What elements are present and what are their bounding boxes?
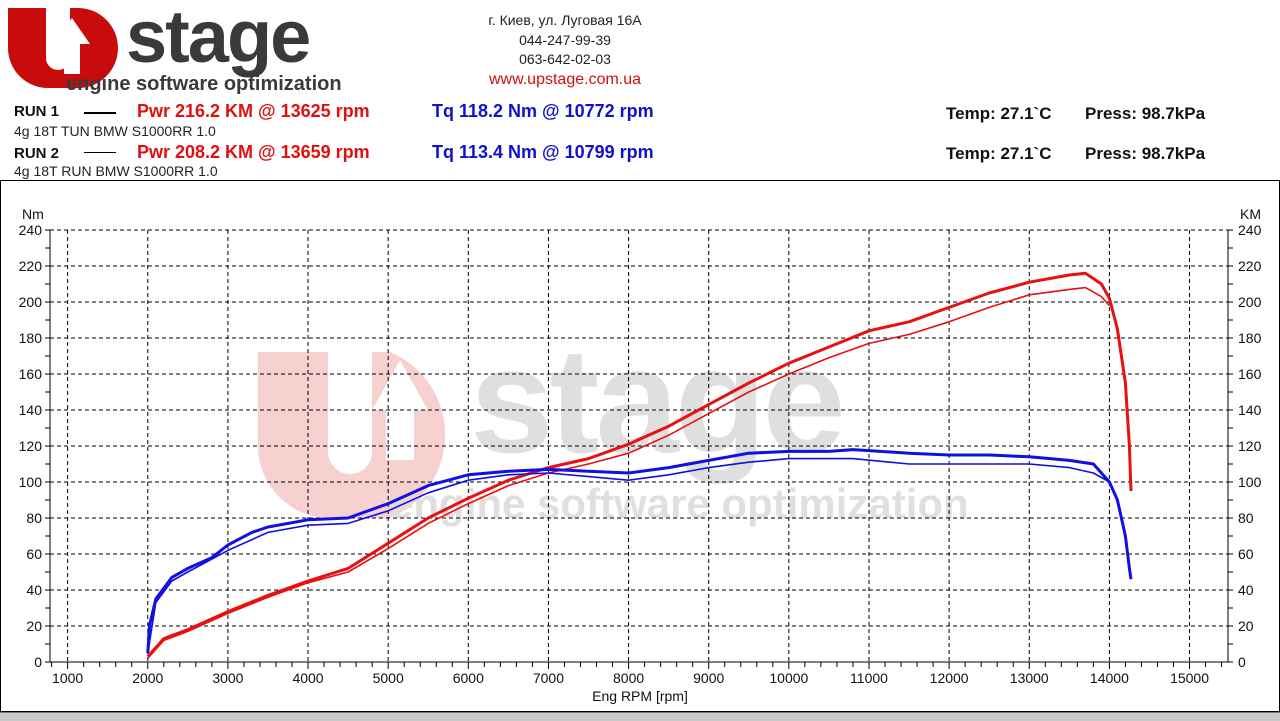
run2-power: Pwr 208.2 KM @ 13659 rpm — [137, 142, 370, 162]
x-tick-label: 3000 — [212, 670, 243, 686]
phone-2: 063-642-02-03 — [519, 51, 611, 67]
x-tick-label: 1000 — [52, 670, 83, 686]
svg-text:engine software optimization: engine software optimization — [390, 480, 969, 527]
upstage-logo: stage engine software optimization — [8, 4, 342, 95]
y-left-tick-label: 140 — [19, 402, 43, 418]
run1-desc: 4g 18T TUN BMW S1000RR 1.0 — [14, 123, 216, 139]
bottom-bar — [0, 712, 1280, 721]
y-left-tick-label: 180 — [19, 330, 43, 346]
run2-press: Press: 98.7kPa — [1085, 144, 1206, 163]
y-right-tick-label: 100 — [1238, 474, 1262, 490]
x-tick-label: 9000 — [693, 670, 724, 686]
y-left-tick-label: 200 — [19, 294, 43, 310]
y-right-tick-label: 140 — [1238, 402, 1262, 418]
x-tick-label: 7000 — [533, 670, 564, 686]
run1-torque: Tq 118.2 Nm @ 10772 rpm — [432, 101, 654, 121]
y-right-tick-label: 200 — [1238, 294, 1262, 310]
run2-temp: Temp: 27.1`C — [946, 144, 1052, 163]
x-tick-label: 8000 — [613, 670, 644, 686]
y-left-tick-label: 20 — [26, 618, 42, 634]
y-left-tick-label: 240 — [19, 222, 43, 238]
x-tick-label: 10000 — [769, 670, 808, 686]
x-axis-label: Eng RPM [rpm] — [592, 688, 688, 704]
x-tick-label: 13000 — [1010, 670, 1049, 686]
x-tick-label: 6000 — [453, 670, 484, 686]
y-right-label: KM — [1240, 206, 1261, 222]
series-line-run-1-tq — [146, 448, 1133, 654]
x-tick-label: 2000 — [132, 670, 163, 686]
y-right-tick-label: 220 — [1238, 258, 1262, 274]
y-right-tick-label: 160 — [1238, 366, 1262, 382]
run1-power: Pwr 216.2 KM @ 13625 rpm — [137, 101, 370, 121]
run1-label: RUN 1 — [14, 103, 60, 120]
svg-text:engine software optimization: engine software optimization — [66, 73, 342, 95]
run2-line-swatch — [84, 152, 116, 153]
y-left-tick-label: 220 — [19, 258, 43, 274]
y-right-tick-label: 240 — [1238, 222, 1262, 238]
series-line-run-2-pwr — [147, 286, 1110, 659]
x-tick-label: 15000 — [1170, 670, 1209, 686]
x-tick-label: 11000 — [850, 670, 888, 686]
y-right-tick-label: 120 — [1238, 438, 1262, 454]
y-right-tick-label: 60 — [1238, 546, 1254, 562]
series-line-run-2-tq — [147, 457, 1110, 654]
run1-line-swatch — [84, 112, 116, 114]
y-left-tick-label: 60 — [26, 546, 42, 562]
y-right-tick-label: 180 — [1238, 330, 1262, 346]
svg-text:stage: stage — [470, 316, 842, 484]
phone-1: 044-247-99-39 — [519, 32, 611, 48]
run1-temp: Temp: 27.1`C — [946, 104, 1052, 123]
series-line-run-1-pwr — [146, 271, 1133, 658]
watermark-logo: stage engine software optimization — [258, 316, 969, 527]
x-tick-label: 14000 — [1090, 670, 1129, 686]
y-left-label: Nm — [22, 206, 44, 222]
address: г. Киев, ул. Луговая 16А — [488, 12, 642, 28]
svg-text:stage: stage — [126, 4, 309, 78]
website-link[interactable]: www.upstage.com.ua — [488, 71, 642, 88]
x-tick-label: 12000 — [930, 670, 969, 686]
y-left-tick-label: 80 — [26, 510, 42, 526]
y-left-tick-label: 40 — [26, 582, 42, 598]
run2-torque: Tq 113.4 Nm @ 10799 rpm — [432, 142, 654, 162]
y-right-tick-label: 20 — [1238, 618, 1254, 634]
y-left-tick-label: 120 — [19, 438, 43, 454]
y-left-tick-label: 100 — [19, 474, 43, 490]
y-right-tick-label: 80 — [1238, 510, 1254, 526]
y-left-tick-label: 160 — [19, 366, 43, 382]
x-tick-label: 5000 — [373, 670, 404, 686]
y-right-tick-label: 0 — [1238, 654, 1246, 670]
run1-press: Press: 98.7kPa — [1085, 104, 1206, 123]
run2-label: RUN 2 — [14, 145, 60, 162]
y-right-tick-label: 40 — [1238, 582, 1254, 598]
run2-desc: 4g 18T RUN BMW S1000RR 1.0 — [14, 163, 218, 179]
x-tick-label: 4000 — [292, 670, 323, 686]
y-left-tick-label: 0 — [34, 654, 42, 670]
